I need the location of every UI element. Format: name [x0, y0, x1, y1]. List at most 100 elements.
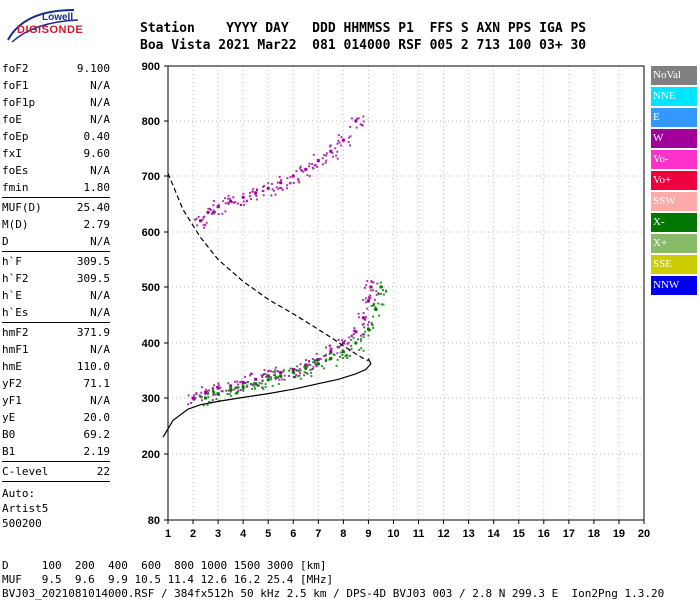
echo-speckle [217, 205, 220, 208]
echo-speckle [375, 290, 378, 293]
echo-point [279, 181, 283, 185]
echo-speckle [363, 326, 366, 329]
x-tick-label: 10 [387, 528, 399, 540]
echo-speckle [278, 175, 281, 178]
echo-speckle [336, 352, 339, 355]
echo-speckle [298, 167, 301, 170]
echo-speckle [243, 375, 246, 378]
param-value: N/A [90, 96, 110, 109]
param-value: 2.79 [83, 218, 111, 231]
param-value: 25.40 [76, 201, 110, 214]
echo-point [341, 138, 345, 142]
echo-speckle [278, 378, 281, 381]
echo-speckle [346, 357, 349, 360]
echo-point [366, 299, 370, 303]
echo-speckle [314, 359, 317, 362]
echo-point [266, 378, 270, 382]
echo-speckle [364, 316, 367, 319]
echo-speckle [362, 336, 365, 339]
echo-point [254, 377, 258, 381]
echo-speckle [324, 161, 327, 164]
x-tick-label: 19 [613, 528, 625, 540]
echo-speckle [336, 150, 339, 153]
echo-point [241, 385, 245, 389]
echo-speckle [347, 136, 350, 139]
echo-speckle [274, 366, 277, 369]
echo-speckle [269, 376, 272, 379]
echo-speckle [206, 403, 209, 406]
echo-point [206, 210, 210, 214]
echo-speckle [270, 194, 273, 197]
param-row: hmF1 N/A [2, 341, 110, 358]
echo-speckle [261, 379, 264, 382]
echo-speckle [315, 365, 318, 368]
param-row: fxI 9.60 [2, 145, 110, 162]
echo-speckle [289, 367, 292, 370]
echo-speckle [274, 378, 277, 381]
echo-speckle [328, 358, 331, 361]
param-row: B1 2.19 [2, 443, 110, 460]
param-name: M(D) [2, 218, 29, 231]
echo-speckle [277, 382, 280, 385]
echo-speckle [321, 163, 324, 166]
echo-speckle [255, 188, 258, 191]
echo-speckle [230, 394, 233, 397]
echo-speckle [335, 154, 338, 157]
echo-speckle [369, 289, 372, 292]
echo-speckle [264, 373, 267, 376]
echo-speckle [274, 193, 277, 196]
echo-speckle [339, 355, 342, 358]
echo-speckle [337, 346, 340, 349]
echo-speckle [382, 303, 385, 306]
echo-speckle [306, 372, 309, 375]
scaled-parameters-panel: foF2 9.100 foF1 N/A foF1p N/A foE N/A foEp 0.40 fx… [2, 60, 110, 483]
echo-speckle [313, 164, 316, 167]
echo-speckle [297, 177, 300, 180]
echo-speckle [283, 378, 286, 381]
param-row: h`Es N/A [2, 304, 110, 321]
echo-speckle [349, 144, 352, 147]
echo-speckle [303, 371, 306, 374]
echo-speckle [265, 375, 268, 378]
echo-speckle [325, 159, 328, 162]
echo-speckle [366, 307, 369, 310]
param-name: foF1p [2, 96, 36, 109]
profile-line-model-dashed [167, 173, 369, 362]
echo-speckle [239, 204, 242, 207]
param-row: fmin 1.80 [2, 179, 110, 196]
echo-speckle [261, 386, 264, 389]
echo-speckle [306, 174, 309, 177]
echo-speckle [231, 201, 234, 204]
echo-speckle [305, 364, 308, 367]
param-value: 371.9 [76, 326, 110, 339]
echo-point [199, 219, 203, 223]
echo-speckle [340, 136, 343, 139]
echo-speckle [245, 385, 248, 388]
echo-speckle [337, 139, 340, 142]
echo-speckle [311, 357, 314, 360]
echo-speckle [242, 389, 245, 392]
echo-speckle [368, 298, 371, 301]
echo-speckle [288, 369, 291, 372]
echo-speckle [272, 189, 275, 192]
echo-speckle [245, 200, 248, 203]
echo-point [329, 349, 333, 353]
param-name: h`E [2, 289, 22, 302]
echo-speckle [187, 403, 190, 406]
echo-speckle [287, 374, 290, 377]
param-value: 9.100 [76, 62, 110, 75]
echo-speckle [363, 333, 366, 336]
echo-speckle [352, 336, 355, 339]
echo-speckle [373, 298, 376, 301]
echo-speckle [361, 123, 364, 126]
echo-speckle [252, 187, 255, 190]
echo-speckle [262, 387, 265, 390]
echo-speckle [289, 176, 292, 179]
echo-speckle [253, 385, 256, 388]
echo-speckle [209, 208, 212, 211]
echo-speckle [276, 369, 279, 372]
echo-speckle [296, 365, 299, 368]
x-tick-label: 12 [437, 528, 449, 540]
echo-speckle [316, 360, 319, 363]
echo-speckle [345, 353, 348, 356]
